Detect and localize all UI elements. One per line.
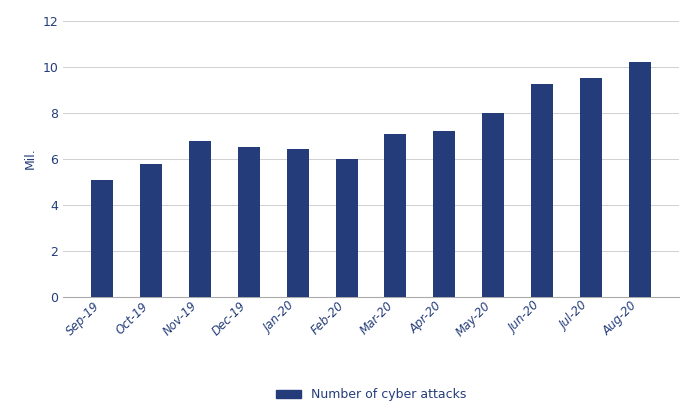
- Bar: [433, 131, 456, 297]
- Bar: [482, 112, 504, 297]
- Legend: Number of cyber attacks: Number of cyber attacks: [271, 383, 471, 406]
- Bar: [335, 159, 358, 297]
- Bar: [286, 150, 309, 297]
- Bar: [580, 78, 602, 297]
- Y-axis label: Mil.: Mil.: [24, 148, 36, 169]
- Bar: [384, 134, 407, 297]
- Bar: [238, 147, 260, 297]
- Bar: [91, 180, 113, 297]
- Bar: [189, 141, 211, 297]
- Bar: [629, 62, 651, 297]
- Bar: [140, 164, 162, 297]
- Bar: [531, 84, 553, 297]
